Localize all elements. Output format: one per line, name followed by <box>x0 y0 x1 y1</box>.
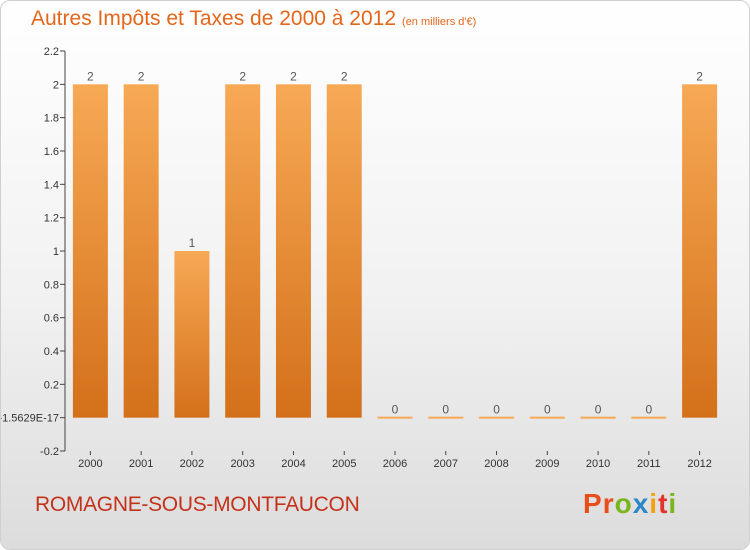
data-label: 2 <box>290 69 297 83</box>
proxiti-logo: Proxiti <box>583 488 677 520</box>
x-tick-label: 2005 <box>332 458 356 470</box>
y-tick-label: -1.5629E-17 <box>1 413 59 425</box>
data-label: 0 <box>442 403 449 417</box>
x-tick-label: 2009 <box>535 458 559 470</box>
bar <box>428 416 464 419</box>
y-tick-label: 1.8 <box>44 113 59 125</box>
bar <box>275 84 311 418</box>
data-label: 0 <box>595 403 602 417</box>
data-label: 0 <box>646 403 653 417</box>
x-tick-label: 2003 <box>230 458 254 470</box>
bar <box>225 84 261 418</box>
bar <box>123 84 159 418</box>
x-tick-label: 2012 <box>687 458 711 470</box>
commune-name: ROMAGNE-SOUS-MONTFAUCON <box>35 493 360 516</box>
logo-letter: x <box>632 488 650 519</box>
x-tick-label: 2008 <box>484 458 508 470</box>
y-tick-label: 1 <box>53 246 59 258</box>
x-tick-label: 2000 <box>78 458 102 470</box>
logo-letter: i <box>668 488 678 519</box>
bar <box>72 84 108 418</box>
logo-letter: r <box>602 488 615 519</box>
y-tick-label: 2.2 <box>44 46 59 58</box>
x-tick-label: 2007 <box>434 458 458 470</box>
data-label: 2 <box>341 69 348 83</box>
y-tick-label: 0.6 <box>44 313 59 325</box>
x-tick-label: 2002 <box>180 458 204 470</box>
x-tick-label: 2004 <box>281 458 305 470</box>
bar <box>529 416 565 419</box>
data-label: 2 <box>239 69 246 83</box>
data-label: 0 <box>493 403 500 417</box>
data-label: 2 <box>138 69 145 83</box>
logo-letter: o <box>614 488 633 519</box>
x-tick-label: 2001 <box>129 458 153 470</box>
bar <box>326 84 362 418</box>
data-label: 2 <box>87 69 94 83</box>
y-tick-label: 0.4 <box>44 346 59 358</box>
bar <box>631 416 667 419</box>
y-tick-label: 0.8 <box>44 279 59 291</box>
logo-letter: t <box>658 488 669 519</box>
y-tick-label: -0.2 <box>40 446 59 458</box>
x-tick-label: 2010 <box>586 458 610 470</box>
bar <box>479 416 515 419</box>
title-text: Autres Impôts et Taxes de 2000 à 2012 <box>31 7 397 30</box>
y-tick-label: 1.2 <box>44 213 59 225</box>
bar <box>682 84 718 418</box>
x-tick-label: 2011 <box>637 458 661 470</box>
bar <box>377 416 413 419</box>
data-label: 2 <box>696 69 703 83</box>
data-label: 0 <box>544 403 551 417</box>
y-tick-label: 1.6 <box>44 146 59 158</box>
bar <box>174 251 210 418</box>
title-unit: (en milliers d'€) <box>402 16 477 28</box>
bar <box>580 416 616 419</box>
chart-title: Autres Impôts et Taxes de 2000 à 2012 (en… <box>31 7 476 31</box>
y-tick-label: 1.4 <box>44 179 59 191</box>
data-label: 1 <box>189 236 196 250</box>
x-tick-label: 2006 <box>383 458 407 470</box>
logo-letter: i <box>649 488 659 519</box>
data-label: 0 <box>392 403 399 417</box>
y-tick-label: 0.2 <box>44 379 59 391</box>
logo-letter: P <box>583 488 603 519</box>
y-tick-label: 2 <box>53 79 59 91</box>
